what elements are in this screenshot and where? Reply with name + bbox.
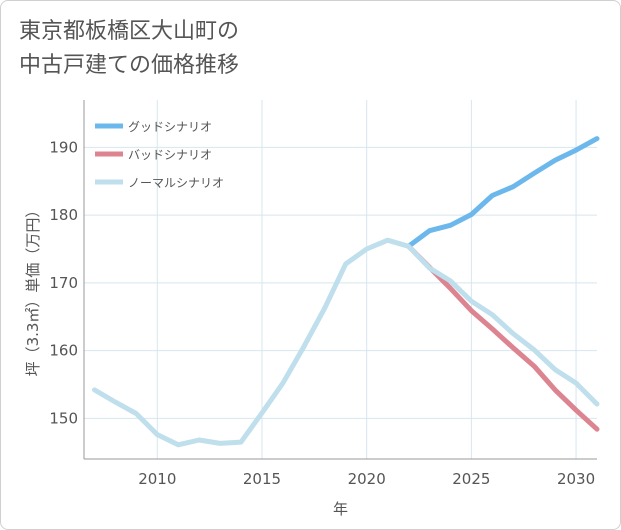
x-tick-label: 2010 <box>138 470 176 488</box>
y-tick-label: 180 <box>49 206 78 224</box>
x-tick-label: 2030 <box>557 470 595 488</box>
legend-label-2: ノーマルシナリオ <box>128 176 224 190</box>
legend-label-0: グッドシナリオ <box>128 120 212 134</box>
chart-title-line-2: 中古戸建ての価格推移 <box>19 53 240 78</box>
y-axis-title: 坪（3.3㎡）単価（万円） <box>24 203 42 377</box>
x-axis-title: 年 <box>333 500 348 518</box>
x-tick-label: 2015 <box>243 470 281 488</box>
y-tick-label: 150 <box>49 409 78 427</box>
x-tick-label: 2020 <box>348 470 386 488</box>
chart-title-line-1: 東京都板橋区大山町の <box>19 19 240 44</box>
x-tick-label: 2025 <box>452 470 490 488</box>
series-line-1 <box>406 243 600 432</box>
y-tick-label: 190 <box>49 138 78 156</box>
series-line-2 <box>92 237 600 448</box>
axes: 2010 2015 2020 2025 2030 150 160 170 180 190 <box>49 100 597 488</box>
grid-lines <box>84 100 597 459</box>
chart-title: 東京都板橋区大山町の 中古戸建ての価格推移 <box>19 15 239 83</box>
y-tick-label: 170 <box>49 274 78 292</box>
series-line-0 <box>406 136 600 249</box>
y-tick-label: 160 <box>49 342 78 360</box>
series-lines <box>92 136 600 448</box>
legend-label-1: バッドシナリオ <box>128 148 212 162</box>
